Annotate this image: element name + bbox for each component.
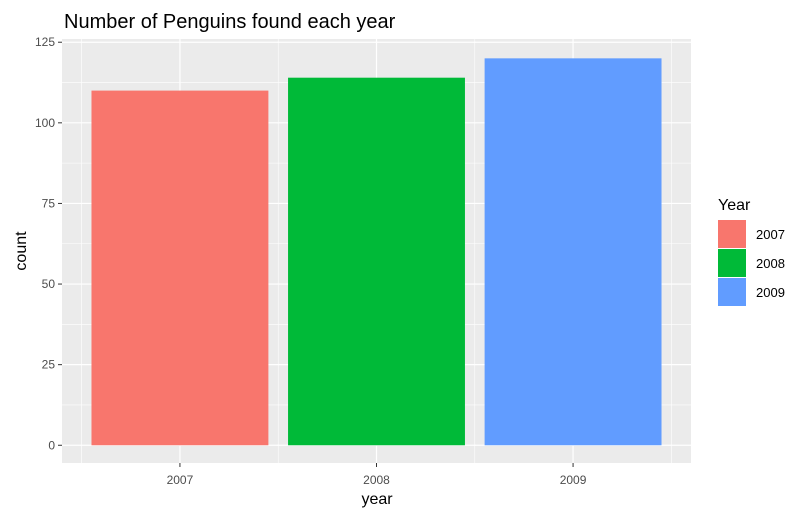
- legend-label-2008: 2008: [756, 256, 785, 271]
- x-tick-label: 2007: [167, 473, 194, 487]
- y-tick-label: 100: [35, 116, 55, 130]
- y-axis-ticks: 0 25 50 75 100 125: [35, 35, 62, 452]
- y-tick-label: 0: [48, 438, 55, 452]
- y-tick-label: 75: [42, 196, 56, 210]
- bar-2008: [288, 77, 465, 446]
- bars: [91, 58, 662, 446]
- y-axis-title: count: [13, 231, 30, 271]
- x-tick-label: 2009: [560, 473, 587, 487]
- legend-label-2009: 2009: [756, 285, 785, 300]
- legend: Year 2007 2008 2009: [718, 197, 785, 306]
- y-tick-label: 125: [35, 35, 55, 49]
- legend-key-2008: [718, 249, 746, 277]
- bar-2009: [484, 58, 662, 446]
- legend-key-2009: [718, 278, 746, 306]
- legend-key-2007: [718, 220, 746, 248]
- legend-title: Year: [718, 197, 751, 214]
- x-axis-ticks: 2007 2008 2009: [167, 463, 587, 487]
- y-tick-label: 50: [42, 277, 56, 291]
- chart-title: Number of Penguins found each year: [64, 11, 396, 33]
- legend-label-2007: 2007: [756, 227, 785, 242]
- x-tick-label: 2008: [363, 473, 390, 487]
- legend-items: 2007 2008 2009: [718, 220, 785, 306]
- bar-2007: [91, 90, 269, 446]
- x-axis-title: year: [361, 491, 393, 508]
- y-tick-label: 25: [42, 358, 56, 372]
